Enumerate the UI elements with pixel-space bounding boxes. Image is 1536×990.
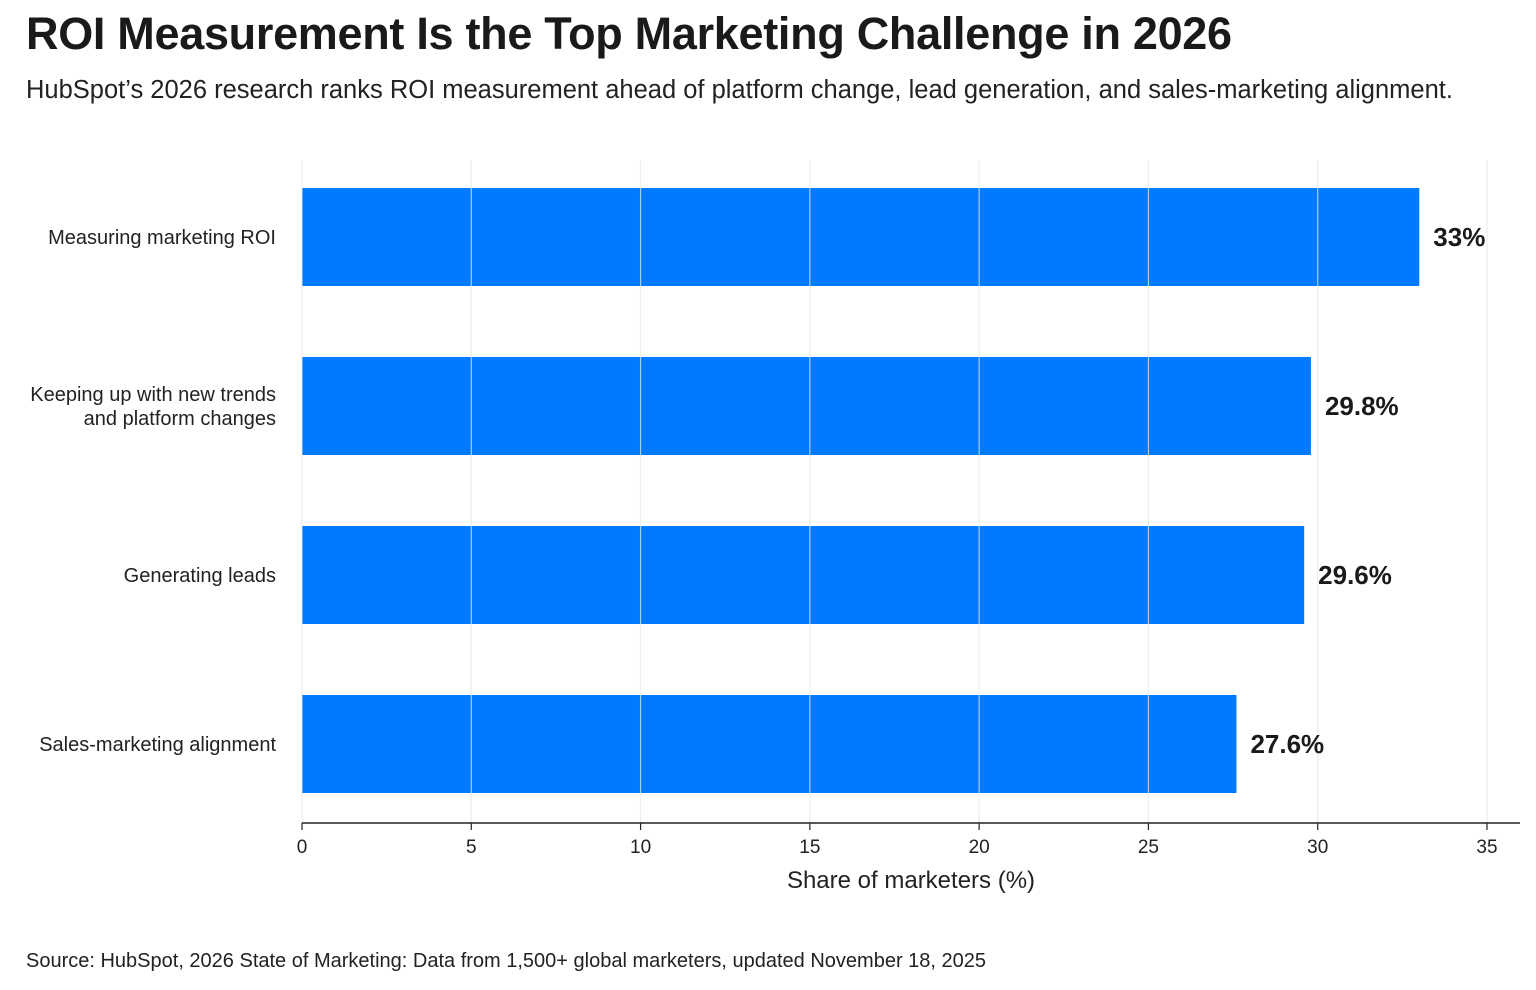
bar xyxy=(302,357,1311,455)
x-tick-label: 10 xyxy=(630,837,651,858)
data-label: 29.6% xyxy=(1318,560,1392,590)
x-tick-label: 30 xyxy=(1307,837,1328,858)
data-label: 33% xyxy=(1433,222,1485,252)
category-label-line: Generating leads xyxy=(124,565,276,587)
category-label: Measuring marketing ROI xyxy=(48,227,276,249)
source-note: Source: HubSpot, 2026 State of Marketing… xyxy=(26,950,987,972)
category-label-line: Sales-marketing alignment xyxy=(39,734,276,756)
data-label: 27.6% xyxy=(1250,729,1324,759)
bar xyxy=(302,695,1237,793)
x-axis-label: Share of marketers (%) xyxy=(787,867,1035,894)
x-tick-label: 20 xyxy=(969,837,990,858)
data-label: 29.8% xyxy=(1325,391,1399,421)
category-label-line: Keeping up with new trends xyxy=(30,384,276,406)
x-tick-label: 15 xyxy=(799,837,820,858)
category-label-line: Measuring marketing ROI xyxy=(48,227,276,249)
chart-title: ROI Measurement Is the Top Marketing Cha… xyxy=(26,8,1232,59)
category-label: Keeping up with new trends and platform c… xyxy=(30,384,276,430)
x-tick-label: 25 xyxy=(1138,837,1159,858)
bar xyxy=(302,526,1305,624)
chart-subtitle: HubSpot’s 2026 research ranks ROI measur… xyxy=(26,76,1453,104)
x-tick-label: 35 xyxy=(1476,837,1497,858)
category-label: Sales-marketing alignment xyxy=(39,734,276,756)
x-tick-label: 5 xyxy=(466,837,477,858)
category-label: Generating leads xyxy=(124,565,276,587)
category-label-line: and platform changes xyxy=(84,408,276,430)
bar xyxy=(302,188,1420,286)
gridlines-overlay xyxy=(301,160,1488,823)
x-tick-label: 0 xyxy=(297,837,308,858)
